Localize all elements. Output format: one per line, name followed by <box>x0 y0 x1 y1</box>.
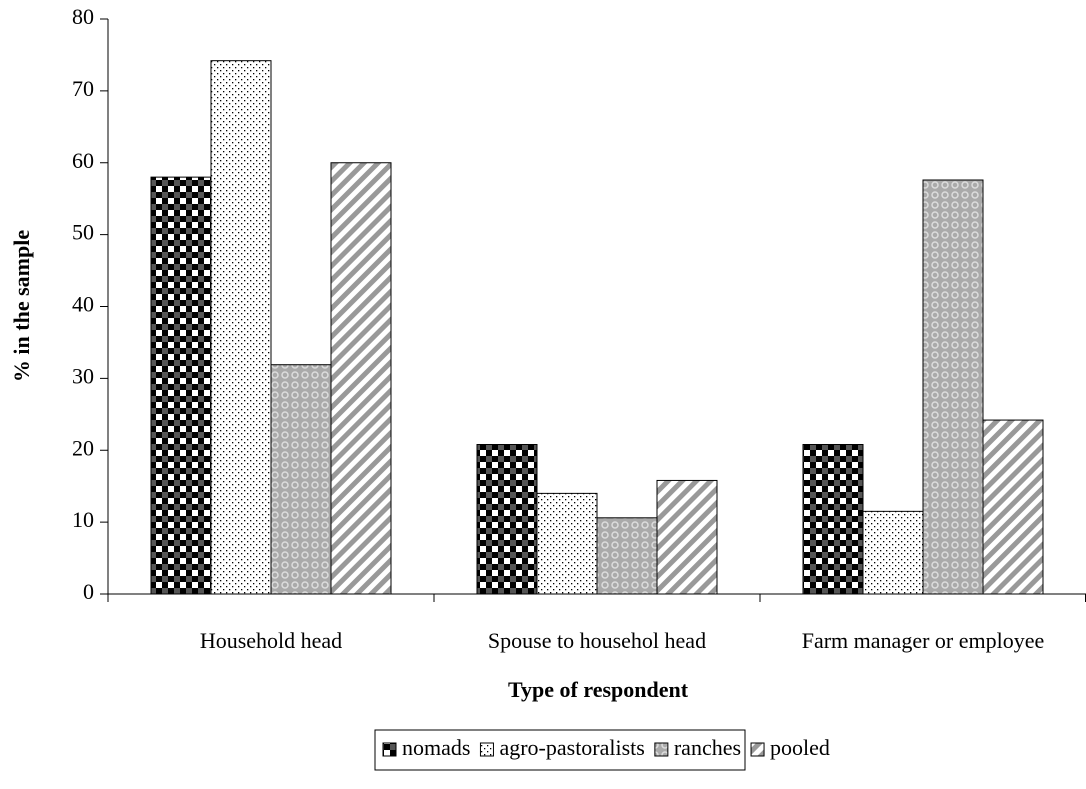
bar <box>596 517 658 595</box>
y-tick-label: 60 <box>72 148 94 173</box>
bar <box>150 176 212 595</box>
y-tick-label: 10 <box>72 507 94 532</box>
y-tick-label: 40 <box>72 292 94 317</box>
bar <box>862 510 924 595</box>
bar <box>982 419 1044 595</box>
bar <box>210 60 272 595</box>
y-tick-label: 70 <box>72 76 94 101</box>
y-tick-label: 20 <box>72 435 94 460</box>
legend-swatch <box>750 742 765 757</box>
y-tick-label: 30 <box>72 363 94 388</box>
bar <box>270 364 332 595</box>
bar <box>476 444 538 595</box>
bar <box>802 444 864 595</box>
y-axis-title: % in the sample <box>9 230 34 382</box>
y-tick-label: 0 <box>83 579 94 604</box>
bar <box>922 179 984 595</box>
legend-label: pooled <box>770 735 830 760</box>
legend-swatch <box>479 742 494 757</box>
bar <box>330 162 392 595</box>
legend-label: nomads <box>402 735 470 760</box>
x-tick-label: Spouse to househol head <box>488 628 706 653</box>
legend-swatch <box>382 742 397 757</box>
y-tick-label: 50 <box>72 220 94 245</box>
x-axis-title: Type of respondent <box>508 677 689 702</box>
legend-label: agro-pastoralists <box>499 735 644 760</box>
legend-box <box>374 729 746 771</box>
y-tick-label: 80 <box>72 4 94 29</box>
x-tick-label: Farm manager or employee <box>802 628 1045 653</box>
legend-swatch <box>654 742 669 757</box>
bar <box>536 492 598 595</box>
legend-label: ranches <box>674 735 741 760</box>
x-tick-label: Household head <box>200 628 342 653</box>
bar <box>656 479 718 595</box>
